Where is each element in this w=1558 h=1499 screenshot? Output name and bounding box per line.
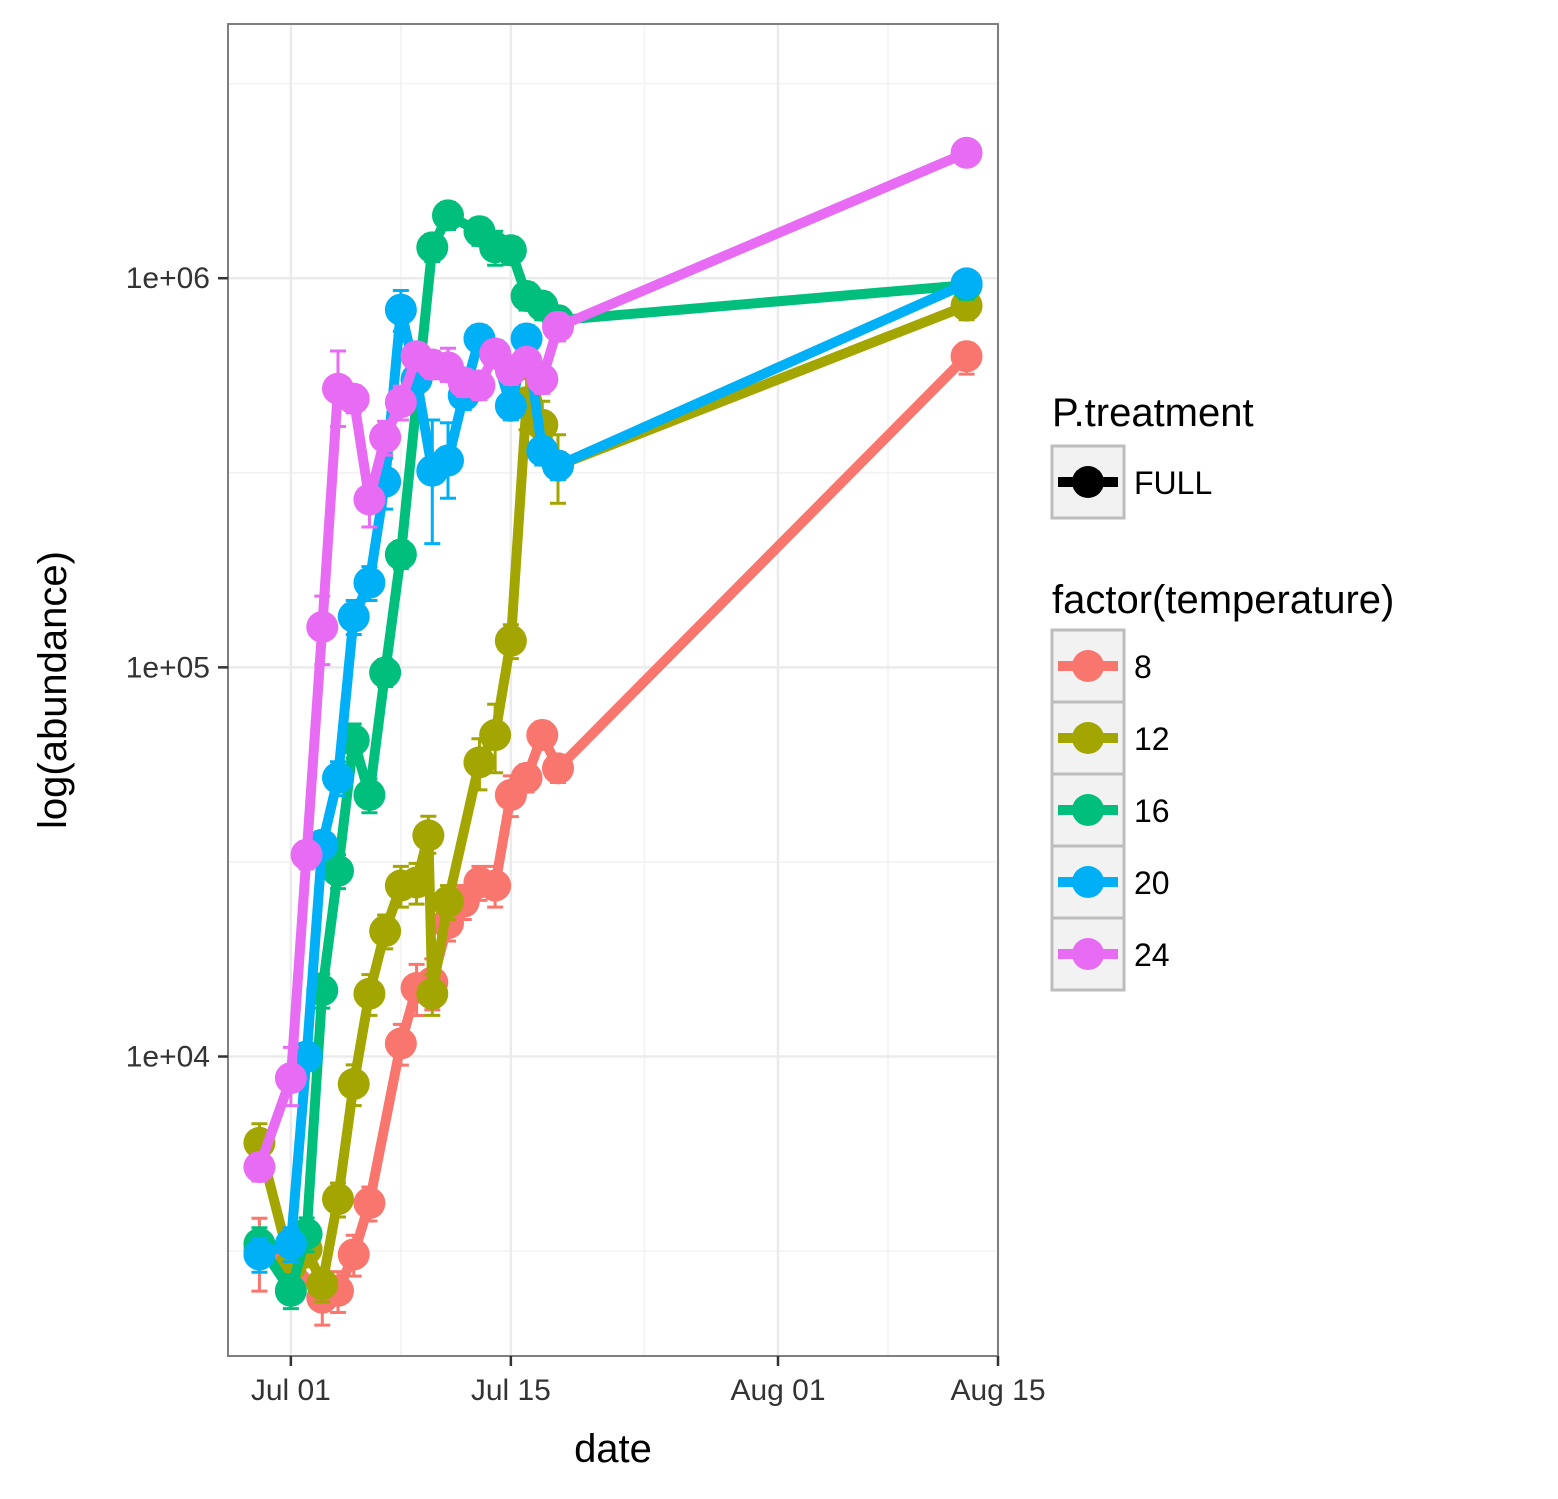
x-tick-label: Jul 15 — [471, 1374, 551, 1407]
y-tick-label: 1e+06 — [126, 262, 210, 295]
data-point — [542, 449, 574, 482]
series-24 — [243, 136, 983, 1184]
axes: Jul 01 Jul 15 Aug 01 Aug 15 1e+04 1e+05 1e+06 — [126, 23, 1046, 1407]
legend-label: 24 — [1134, 937, 1170, 973]
legend-label: 16 — [1134, 793, 1170, 829]
x-axis-title: date — [574, 1427, 652, 1471]
data-point — [416, 231, 449, 264]
data-point — [274, 1062, 307, 1095]
legend-key-point — [1072, 722, 1104, 754]
legend-key-point — [1072, 938, 1104, 970]
legend-key-point — [1072, 650, 1104, 682]
y-tick-label: 1e+05 — [126, 651, 210, 684]
data-point — [369, 915, 402, 948]
legend-title-shape: P.treatment — [1052, 391, 1254, 435]
data-point — [494, 624, 527, 657]
data-point — [274, 1227, 307, 1260]
data-point — [384, 293, 417, 326]
data-point — [290, 838, 323, 871]
data-point — [479, 869, 512, 902]
legend-key-point — [1072, 866, 1104, 898]
data-point — [322, 854, 354, 887]
legend-entry-20: 20 — [1050, 844, 1170, 920]
data-point — [306, 610, 339, 643]
legend-label: 12 — [1134, 721, 1170, 757]
y-tick-label: 1e+04 — [126, 1041, 210, 1074]
legend-entry-24: 24 — [1050, 916, 1170, 992]
data-point — [510, 761, 543, 794]
x-tick-label: Aug 01 — [730, 1374, 825, 1407]
data-point — [243, 1238, 276, 1271]
data-point — [384, 386, 417, 419]
x-tick-label: Jul 01 — [251, 1374, 331, 1407]
plot-panel — [228, 24, 998, 1356]
data-point — [337, 382, 370, 415]
data-point — [353, 566, 386, 599]
data-point — [353, 977, 386, 1010]
data-point — [337, 600, 370, 633]
data-point — [463, 746, 496, 779]
legend-entry-8: 8 — [1050, 628, 1152, 704]
legend-key-point — [1072, 466, 1104, 498]
panel-border — [227, 23, 999, 1357]
data-point — [950, 340, 983, 373]
data-point — [526, 719, 559, 752]
legend-entry-FULL: FULL — [1050, 444, 1212, 520]
data-point — [950, 267, 983, 300]
legend-title-color: factor(temperature) — [1052, 578, 1394, 622]
data-point — [353, 778, 386, 811]
data-point — [384, 538, 417, 571]
data-point — [353, 1187, 386, 1220]
x-tick-label: Aug 15 — [950, 1374, 1045, 1407]
data-point — [400, 866, 433, 899]
data-point — [337, 1238, 370, 1271]
data-point — [479, 719, 512, 752]
legend-label: 20 — [1134, 865, 1170, 901]
data-point — [432, 885, 464, 918]
data-point — [510, 322, 543, 355]
series-layer — [243, 136, 983, 1327]
data-point — [353, 483, 386, 516]
data-point — [306, 1268, 339, 1301]
data-point — [526, 363, 559, 396]
data-point — [432, 444, 464, 477]
data-point — [369, 656, 402, 689]
series-12 — [243, 289, 983, 1304]
data-point — [384, 1027, 417, 1060]
data-point — [950, 136, 983, 169]
data-point — [494, 234, 527, 267]
panel-background — [228, 24, 998, 1356]
data-point — [243, 1151, 276, 1184]
data-point — [463, 369, 496, 402]
legend-key-point — [1072, 794, 1104, 826]
data-point — [369, 421, 402, 454]
data-point — [542, 310, 574, 343]
data-point — [322, 761, 354, 794]
data-point — [337, 1067, 370, 1100]
data-point — [432, 199, 464, 232]
legend-label: 8 — [1134, 649, 1152, 685]
legend: P.treatment FULL factor(temperature) 8 12 16 2… — [1050, 391, 1394, 992]
data-point — [494, 389, 527, 422]
data-point — [542, 752, 574, 785]
data-point — [274, 1274, 307, 1307]
legend-entry-12: 12 — [1050, 700, 1170, 776]
legend-entry-16: 16 — [1050, 772, 1170, 848]
data-point — [322, 1183, 354, 1216]
y-axis-title: log(abundance) — [31, 551, 75, 829]
data-point — [412, 819, 445, 852]
legend-label: FULL — [1134, 465, 1212, 501]
data-point — [416, 977, 449, 1010]
